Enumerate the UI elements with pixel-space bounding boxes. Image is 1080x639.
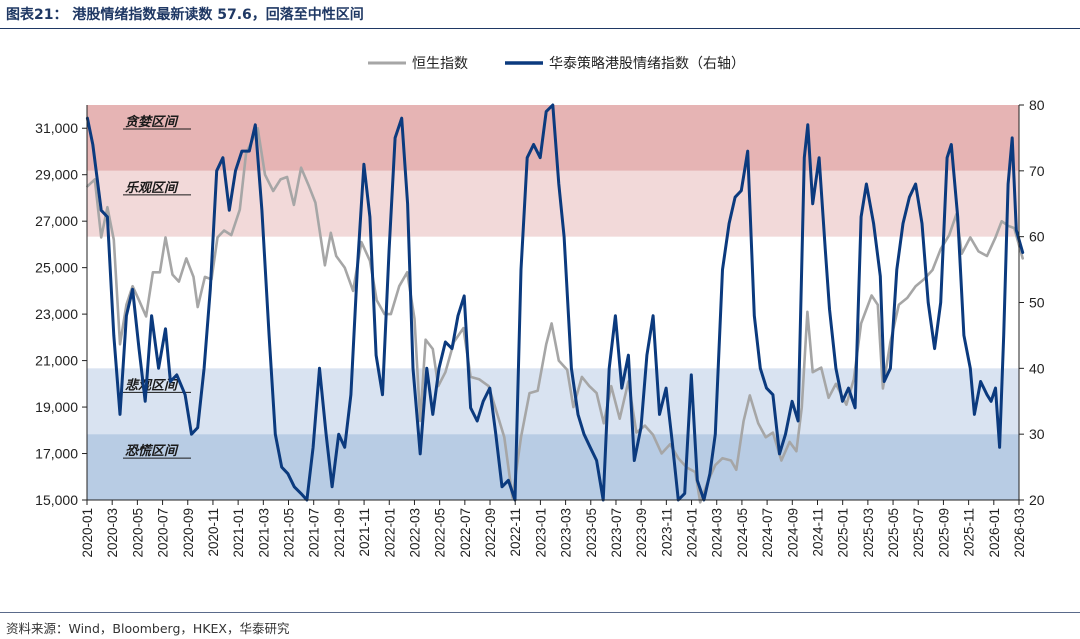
source-note: 资料来源：Wind，Bloomberg，HKEX，华泰研究 [6,621,290,636]
y-right-tick-5: 70 [1029,163,1045,179]
x-tick-34: 2025-09 [936,508,951,558]
series-line-1 [85,103,1025,502]
x-tick-13: 2022-03 [407,508,422,558]
x-tick-16: 2022-09 [483,508,498,558]
y-left-tick-2: 19,000 [35,399,78,415]
y-right-tick-3: 50 [1029,295,1045,311]
zone-label-3: 恐慌区间 [125,443,179,459]
zone-label-2: 悲观区间 [125,377,179,393]
y-left-tick-6: 27,000 [35,213,78,229]
y-left-tick-1: 17,000 [35,446,78,462]
legend-label-0: 恒生指数 [412,56,468,72]
x-tick-28: 2024-09 [785,508,800,558]
y-right-tick-2: 40 [1029,360,1045,376]
x-tick-17: 2022-11 [508,508,523,557]
x-tick-31: 2025-03 [861,508,876,558]
figure-title: 图表21： 港股情绪指数最新读数 57.6，回落至中性区间 [6,7,364,23]
x-tick-33: 2025-07 [911,508,926,558]
zone-label-0: 贪婪区间 [125,114,179,130]
x-tick-19: 2023-03 [559,508,574,558]
x-tick-11: 2021-11 [357,508,372,557]
y-right-tick-4: 60 [1029,229,1045,245]
series-lines [85,103,1025,504]
x-tick-15: 2022-07 [458,508,473,558]
y-left-tick-5: 25,000 [35,260,78,276]
x-tick-22: 2023-09 [634,508,649,558]
x-tick-8: 2021-05 [282,508,297,558]
x-tick-3: 2020-07 [156,508,171,558]
x-tick-7: 2021-03 [256,508,271,558]
x-tick-6: 2021-01 [231,508,246,558]
x-tick-0: 2020-01 [80,508,95,558]
x-tick-36: 2026-01 [987,508,1002,558]
x-tick-2: 2020-05 [130,508,145,558]
sentiment-zones [87,105,1019,500]
y-left-tick-3: 21,000 [35,353,78,369]
x-tick-23: 2023-11 [659,508,674,557]
x-tick-25: 2024-03 [710,508,725,558]
source-rule [0,612,1080,613]
x-tick-21: 2023-07 [609,508,624,558]
x-tick-37: 2026-03 [1012,508,1027,558]
y-left-tick-4: 23,000 [35,306,78,322]
x-tick-9: 2021-07 [307,508,322,558]
x-tick-27: 2024-07 [760,508,775,558]
zone-band-3 [87,434,1019,500]
y-left-tick-7: 29,000 [35,167,78,183]
legend: 恒生指数 华泰策略港股情绪指数（右轴） [368,55,745,72]
y-right-tick-0: 20 [1029,492,1045,508]
y-left-tick-8: 31,000 [35,120,78,136]
y-right-tick-1: 30 [1029,426,1045,442]
zone-label-1: 乐观区间 [125,180,179,196]
axes: 15,000 17,000 19,000 21,000 23,000 25,000 27,0… [35,97,1045,558]
x-tick-30: 2025-01 [836,508,851,558]
x-tick-20: 2023-05 [584,508,599,558]
x-tick-18: 2023-01 [533,508,548,558]
x-tick-4: 2020-09 [181,508,196,558]
x-tick-35: 2025-11 [962,508,977,557]
x-tick-5: 2020-11 [206,508,221,557]
x-tick-32: 2025-05 [886,508,901,558]
series-line-0 [86,126,1024,504]
x-tick-12: 2022-01 [382,508,397,558]
title-rule [0,28,1080,29]
x-tick-24: 2024-01 [685,508,700,558]
x-tick-1: 2020-03 [105,508,120,558]
x-tick-29: 2024-11 [810,508,825,557]
x-tick-10: 2021-09 [332,508,347,558]
x-tick-14: 2022-05 [433,508,448,558]
legend-label-1: 华泰策略港股情绪指数（右轴） [549,55,745,72]
y-right-tick-6: 80 [1029,97,1045,113]
y-left-tick-0: 15,000 [35,492,78,508]
zone-band-2 [87,368,1019,435]
x-tick-26: 2024-05 [735,508,750,558]
